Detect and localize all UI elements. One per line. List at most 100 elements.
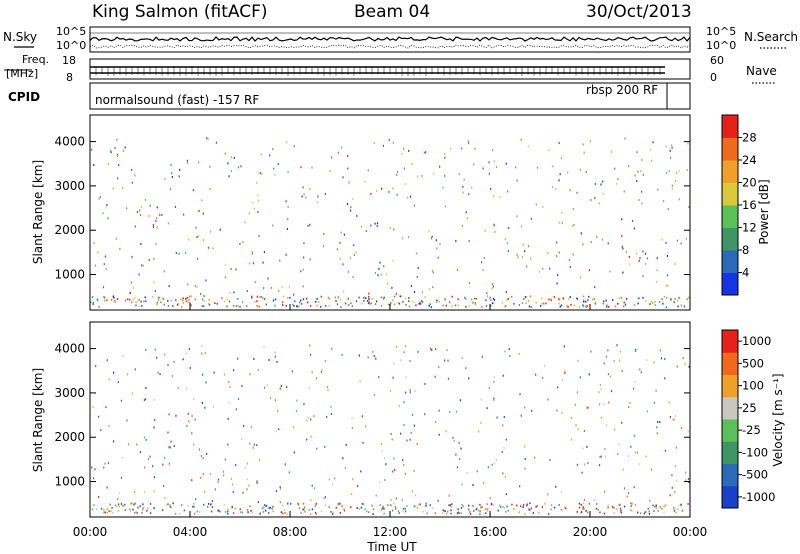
velocity-cell <box>476 470 478 473</box>
velocity-cell <box>632 387 635 390</box>
velocity-cell <box>405 391 407 394</box>
beam-label: Beam 04 <box>354 2 430 22</box>
power-cell <box>292 293 295 296</box>
velocity-cell <box>381 450 383 453</box>
power-cell <box>126 207 128 210</box>
velocity-cell <box>359 380 361 383</box>
power-cell <box>416 275 418 278</box>
velocity-cell <box>168 462 171 465</box>
velocity-cell <box>145 438 147 441</box>
power-cell <box>396 170 399 173</box>
power-cell <box>356 214 358 217</box>
power-cell <box>167 222 170 225</box>
velocity-cell <box>630 509 632 512</box>
power-cell <box>654 304 656 306</box>
power-cell <box>507 297 510 300</box>
power-cell <box>401 152 403 155</box>
power-cell <box>106 298 108 301</box>
velocity-cell <box>663 511 665 514</box>
velocity-cell <box>324 445 326 448</box>
power-cell <box>468 304 470 307</box>
power-cell <box>352 276 354 279</box>
power-cell <box>409 195 412 198</box>
velocity-cell <box>227 510 229 513</box>
power-cell <box>444 152 446 155</box>
power-cell <box>628 263 631 266</box>
velocity-cell <box>549 459 551 462</box>
velocity-cell <box>627 492 630 495</box>
velocity-cell <box>229 385 231 388</box>
power-cell <box>270 286 273 289</box>
power-cell <box>287 218 289 221</box>
velocity-cell <box>434 348 437 351</box>
power-cell <box>614 167 616 170</box>
velocity-cell <box>626 495 628 498</box>
velocity-cell <box>235 408 237 411</box>
velocity-cell <box>493 397 495 400</box>
freq-panel: Freq. [MHz] 18 8 60 0 Nave <box>4 53 777 84</box>
velocity-cell <box>372 513 374 516</box>
power-cell <box>352 197 354 200</box>
power-cell <box>168 285 170 288</box>
power-cell <box>617 302 619 305</box>
velocity-cell <box>467 504 470 507</box>
velocity-cell <box>531 409 533 412</box>
power-cell <box>287 170 289 173</box>
velocity-cell <box>618 443 620 446</box>
velocity-cell <box>264 509 267 512</box>
velocity-cell <box>300 512 302 515</box>
velocity-cell <box>222 470 225 473</box>
power-cell <box>580 276 582 279</box>
power-cell <box>248 212 250 215</box>
power-cell <box>303 242 305 245</box>
velocity-cell <box>403 401 405 404</box>
power-cell <box>186 159 189 162</box>
velocity-y-label: Slant Range [km] <box>31 368 45 472</box>
power-cell <box>525 302 527 305</box>
velocity-cell <box>211 506 214 509</box>
power-cell <box>458 172 460 175</box>
velocity-cell <box>578 502 581 505</box>
nave-tick-bottom: 0 <box>710 71 717 84</box>
velocity-cell <box>577 428 579 431</box>
power-cell <box>263 287 265 290</box>
power-cell <box>504 305 507 307</box>
power-cell <box>561 221 564 224</box>
velocity-cell <box>479 510 481 513</box>
power-cell <box>634 304 636 306</box>
power-cell <box>116 154 118 157</box>
power-cell <box>439 243 441 246</box>
power-cell <box>600 183 602 186</box>
velocity-cell <box>201 352 203 355</box>
power-cell <box>156 301 159 304</box>
power-cell <box>573 304 575 307</box>
velocity-cell <box>529 502 531 505</box>
power-cell <box>521 256 524 259</box>
power-cell <box>206 137 208 140</box>
velocity-cell <box>367 356 369 359</box>
power-cell <box>145 300 147 303</box>
power-cell <box>462 185 464 188</box>
power-cell <box>258 296 261 298</box>
power-cell <box>650 159 653 162</box>
power-cell <box>558 179 560 182</box>
velocity-cell <box>103 511 105 514</box>
power-cell <box>254 301 256 304</box>
power-cell <box>112 295 114 298</box>
power-cell <box>547 252 549 255</box>
power-colorbar-cell <box>722 227 738 251</box>
velocity-cell <box>224 458 226 461</box>
power-cell <box>485 299 487 302</box>
velocity-cell <box>281 504 284 507</box>
velocity-cell <box>449 410 451 413</box>
velocity-cell <box>153 398 155 401</box>
velocity-cell <box>461 357 463 360</box>
power-cell <box>114 147 116 150</box>
power-colorbar-cell <box>722 205 738 228</box>
power-cell <box>671 184 673 187</box>
power-cell <box>364 297 367 300</box>
velocity-cell <box>104 462 106 465</box>
power-cell <box>196 285 198 288</box>
